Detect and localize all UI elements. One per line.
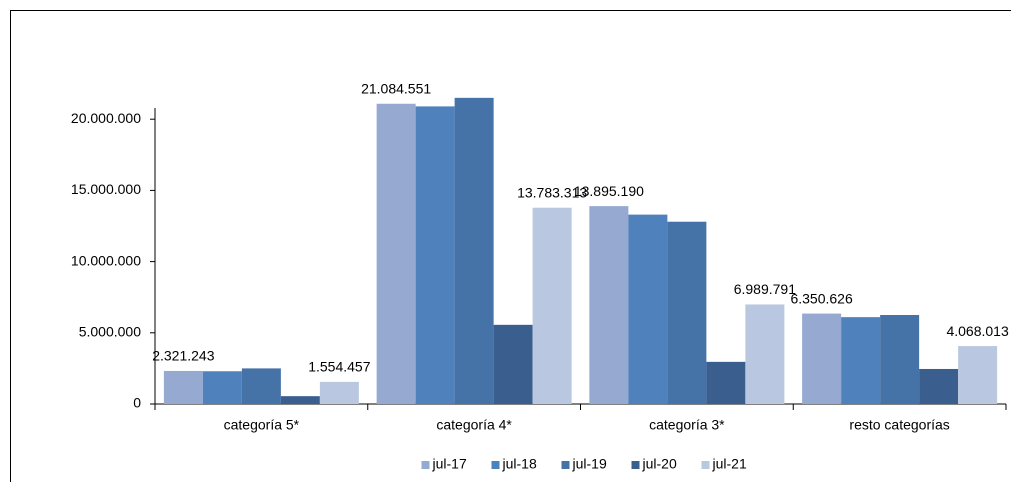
bar xyxy=(706,361,746,404)
value-label: 1.554.457 xyxy=(308,359,370,375)
value-label: 6.350.626 xyxy=(790,290,852,306)
legend-swatch xyxy=(421,461,430,469)
bar xyxy=(880,315,920,404)
y-tick-label: 10.000.000 xyxy=(71,252,141,268)
bar xyxy=(415,106,455,404)
x-tick-label: categoría 5* xyxy=(224,417,300,433)
x-tick-label: resto categorías xyxy=(849,417,949,433)
legend-swatch xyxy=(491,461,500,469)
legend-label: jul-18 xyxy=(502,456,537,472)
legend-swatch xyxy=(701,461,710,469)
value-label: 4.068.013 xyxy=(946,323,1008,339)
bar xyxy=(841,317,881,404)
value-label: 13.895.190 xyxy=(574,183,644,199)
bar xyxy=(589,206,629,404)
bar xyxy=(745,304,785,404)
legend-label: jul-19 xyxy=(572,456,607,472)
legend-swatch xyxy=(561,461,570,469)
bar xyxy=(163,370,203,404)
value-label: 13.783.313 xyxy=(517,184,587,200)
x-tick-label: categoría 3* xyxy=(649,417,725,433)
bar xyxy=(802,313,842,404)
legend-label: jul-17 xyxy=(432,456,467,472)
y-tick-label: 20.000.000 xyxy=(71,110,141,126)
bar xyxy=(280,396,320,404)
y-tick-label: 0 xyxy=(133,395,141,411)
chart-frame xyxy=(10,10,1011,482)
bar xyxy=(493,324,533,404)
bar xyxy=(919,368,959,404)
bar xyxy=(241,368,281,404)
bar xyxy=(628,214,668,404)
value-label: 2.321.243 xyxy=(152,348,214,364)
bar xyxy=(202,371,242,404)
bar xyxy=(376,103,416,405)
bar xyxy=(958,346,998,404)
value-label: 21.084.551 xyxy=(361,80,431,96)
bar xyxy=(667,221,707,404)
bar xyxy=(454,97,494,404)
value-label: 6.989.791 xyxy=(734,281,796,297)
legend-label: jul-20 xyxy=(642,456,677,472)
legend-swatch xyxy=(631,461,640,469)
bar xyxy=(319,381,359,404)
bar xyxy=(532,207,572,404)
y-tick-label: 15.000.000 xyxy=(71,181,141,197)
y-tick-label: 5.000.000 xyxy=(79,324,141,340)
legend-label: jul-21 xyxy=(712,456,747,472)
x-tick-label: categoría 4* xyxy=(436,417,512,433)
